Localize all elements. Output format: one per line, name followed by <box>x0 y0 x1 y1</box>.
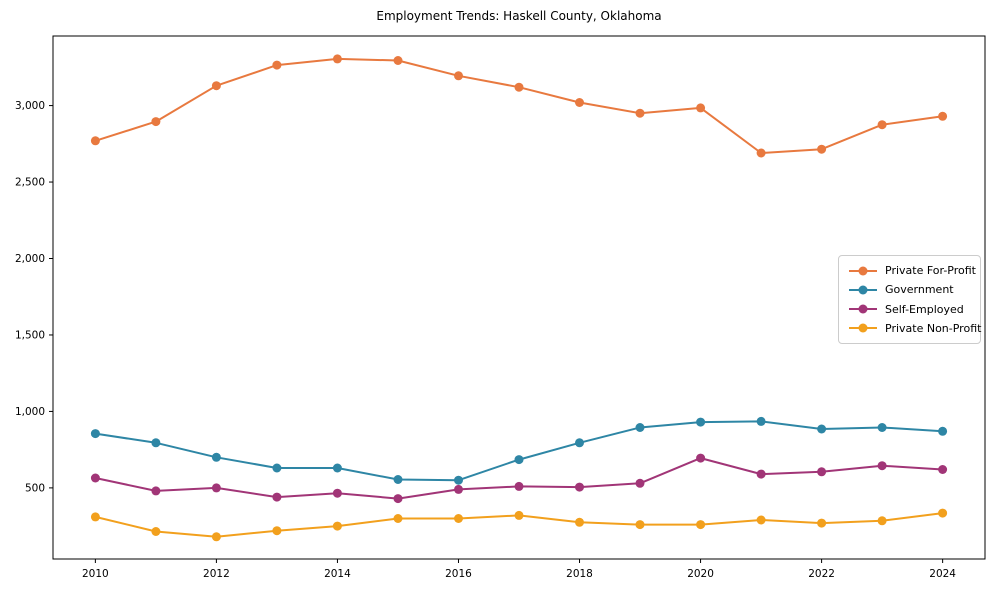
series-marker-government <box>454 475 463 485</box>
legend-line-marker-icon <box>849 266 877 276</box>
y-axis-tick-label: 2,500 <box>15 177 45 189</box>
series-marker-government <box>696 417 706 427</box>
series-marker-private-non-profit <box>514 510 524 520</box>
series-marker-government <box>635 423 645 432</box>
series-marker-government <box>272 463 282 473</box>
series-marker-private-for-profit <box>454 71 463 81</box>
series-marker-self-employed <box>393 494 403 504</box>
series-marker-private-non-profit <box>332 521 342 531</box>
chart-title: Employment Trends: Haskell County, Oklah… <box>376 9 662 23</box>
series-marker-private-non-profit <box>151 527 161 536</box>
x-axis-tick-label: 2010 <box>82 568 109 580</box>
series-marker-self-employed <box>454 484 463 494</box>
y-axis-tick-label: 1,000 <box>15 406 45 418</box>
series-marker-government <box>575 438 584 448</box>
series-line-private-for-profit <box>94 57 944 154</box>
series-marker-self-employed <box>817 467 827 477</box>
series-marker-government <box>393 475 403 484</box>
series-marker-government <box>151 438 161 448</box>
y-axis-tick-label: 2,000 <box>15 253 45 265</box>
series-marker-private-for-profit <box>332 54 342 64</box>
series-marker-private-non-profit <box>635 520 645 530</box>
series-marker-private-for-profit <box>817 144 827 154</box>
series-marker-government <box>332 463 342 473</box>
x-axis-tick-label: 2018 <box>566 568 593 580</box>
series-marker-private-non-profit <box>575 517 584 527</box>
series-marker-private-non-profit <box>696 520 706 530</box>
series-marker-government <box>877 423 887 432</box>
series-marker-private-for-profit <box>514 82 524 92</box>
series-marker-private-for-profit <box>635 108 645 118</box>
legend-label: Private Non-Profit <box>885 321 982 335</box>
x-axis-tick-label: 2012 <box>203 568 230 580</box>
legend-label: Government <box>885 283 954 297</box>
series-marker-private-non-profit <box>272 526 282 536</box>
series-marker-self-employed <box>877 461 887 471</box>
series-marker-private-non-profit <box>938 508 948 518</box>
series-marker-self-employed <box>332 488 342 498</box>
series-marker-private-non-profit <box>756 515 766 525</box>
x-axis-tick-label: 2014 <box>324 568 351 580</box>
x-axis-tick-label: 2024 <box>929 568 956 580</box>
legend-item-private-non-profit: Private Non-Profit <box>848 322 981 335</box>
series-marker-self-employed <box>938 465 948 474</box>
legend-line-marker-icon <box>849 304 877 314</box>
plot-border <box>52 35 986 560</box>
series-marker-private-for-profit <box>211 81 221 91</box>
series-marker-private-for-profit <box>696 103 706 113</box>
series-marker-self-employed <box>635 478 645 488</box>
series-line-self-employed <box>94 457 944 500</box>
series-marker-self-employed <box>514 481 524 491</box>
series-marker-government <box>817 424 827 434</box>
series-marker-government <box>211 452 221 462</box>
series-marker-private-non-profit <box>90 512 100 522</box>
legend-line-marker-icon <box>849 323 877 333</box>
y-axis-tick-label: 1,500 <box>15 329 45 341</box>
series-marker-self-employed <box>575 482 584 492</box>
y-axis-tick-label: 500 <box>25 482 45 494</box>
legend-item-government: Government <box>848 283 972 296</box>
series-marker-self-employed <box>151 486 161 496</box>
legend-item-private-for-profit: Private For-Profit <box>848 264 976 277</box>
series-marker-private-non-profit <box>454 514 463 523</box>
legend-label: Self-Employed <box>885 302 964 316</box>
series-marker-private-for-profit <box>90 136 100 146</box>
series-marker-private-for-profit <box>393 56 403 65</box>
series-marker-private-non-profit <box>877 516 887 526</box>
series-marker-government <box>756 416 766 426</box>
series-marker-private-non-profit <box>817 518 827 528</box>
legend-line-marker-icon <box>849 285 877 295</box>
series-marker-government <box>938 426 948 436</box>
series-marker-self-employed <box>211 483 221 493</box>
series-marker-private-for-profit <box>151 117 161 127</box>
series-marker-private-for-profit <box>575 98 584 107</box>
series-marker-private-non-profit <box>211 532 221 542</box>
x-axis-tick-label: 2022 <box>808 568 835 580</box>
series-marker-government <box>90 429 100 439</box>
series-marker-private-for-profit <box>877 120 887 130</box>
series-marker-self-employed <box>272 492 282 502</box>
series-marker-self-employed <box>90 473 100 483</box>
legend: Private For-Profit Government Self-Emplo… <box>838 255 981 344</box>
series-marker-private-for-profit <box>938 111 948 121</box>
series-marker-private-for-profit <box>272 60 282 70</box>
series-marker-self-employed <box>696 453 706 463</box>
series-marker-self-employed <box>756 469 766 479</box>
series-marker-private-for-profit <box>756 148 766 158</box>
legend-label: Private For-Profit <box>885 264 976 278</box>
legend-item-self-employed: Self-Employed <box>848 303 972 316</box>
x-axis-tick-label: 2016 <box>445 568 472 580</box>
x-axis-tick-label: 2020 <box>687 568 714 580</box>
series-marker-government <box>514 455 524 465</box>
y-axis-tick-label: 3,000 <box>15 100 45 112</box>
series-marker-private-non-profit <box>393 514 403 523</box>
